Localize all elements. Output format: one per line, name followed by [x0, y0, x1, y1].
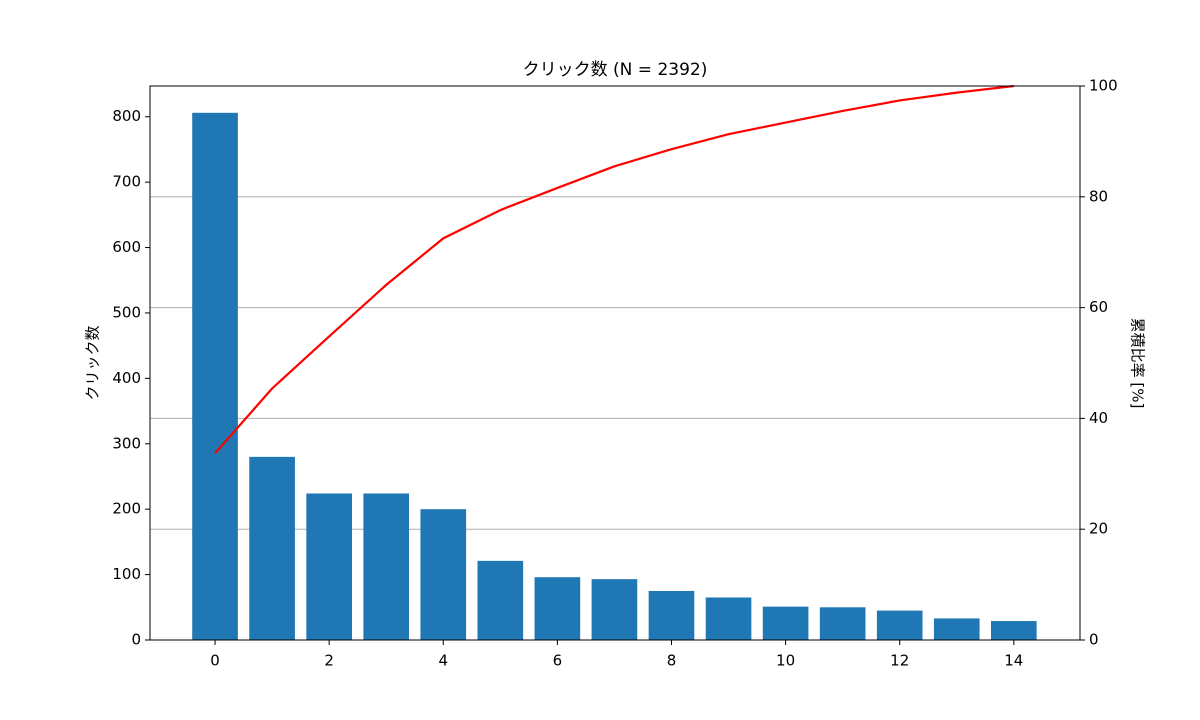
y2-tick-label: 0 — [1089, 631, 1099, 649]
bar — [762, 606, 809, 640]
y2-tick-label: 80 — [1089, 187, 1108, 205]
x-tick-label: 12 — [890, 652, 909, 670]
plot-frame — [149, 85, 1081, 641]
x-tick-label: 10 — [776, 652, 795, 670]
y-tick-label: 500 — [112, 303, 141, 321]
bar — [306, 493, 352, 640]
x-tick-label: 8 — [667, 652, 677, 670]
bar — [534, 577, 581, 640]
y-tick-label: 400 — [112, 369, 141, 387]
y-tick-label: 300 — [112, 434, 141, 452]
bar — [477, 560, 524, 640]
bar — [192, 112, 238, 640]
y-tick-label: 100 — [112, 565, 141, 583]
bar — [990, 621, 1037, 640]
x-tick-label: 2 — [324, 652, 334, 670]
bar — [876, 610, 923, 640]
y-tick-label: 0 — [131, 631, 141, 649]
chart-title: クリック数 (N = 2392) — [523, 60, 708, 80]
x-tick-label: 4 — [438, 652, 448, 670]
bar — [363, 493, 410, 640]
bar — [249, 456, 295, 640]
y-tick-label: 800 — [112, 107, 141, 125]
bar — [648, 590, 695, 640]
y2-tick-label: 40 — [1089, 409, 1108, 427]
bar — [933, 618, 980, 640]
y-tick-label: 200 — [112, 500, 141, 518]
y2-tick-label: 60 — [1089, 298, 1108, 316]
x-tick-label: 6 — [553, 652, 563, 670]
bar — [819, 607, 866, 640]
cumulative-line — [214, 84, 1014, 455]
y2-tick-label: 100 — [1089, 77, 1118, 95]
bar — [420, 509, 467, 640]
y2-axis-label: 累積比率 [%] — [1129, 318, 1147, 409]
y-tick-label: 700 — [112, 173, 141, 191]
x-tick-label: 0 — [210, 652, 220, 670]
bar — [591, 579, 638, 640]
y-axis-label: クリック数 — [84, 325, 102, 400]
bar — [705, 597, 752, 640]
y-tick-label: 600 — [112, 238, 141, 256]
x-tick-label: 14 — [1004, 652, 1023, 670]
y2-tick-label: 20 — [1089, 520, 1108, 538]
